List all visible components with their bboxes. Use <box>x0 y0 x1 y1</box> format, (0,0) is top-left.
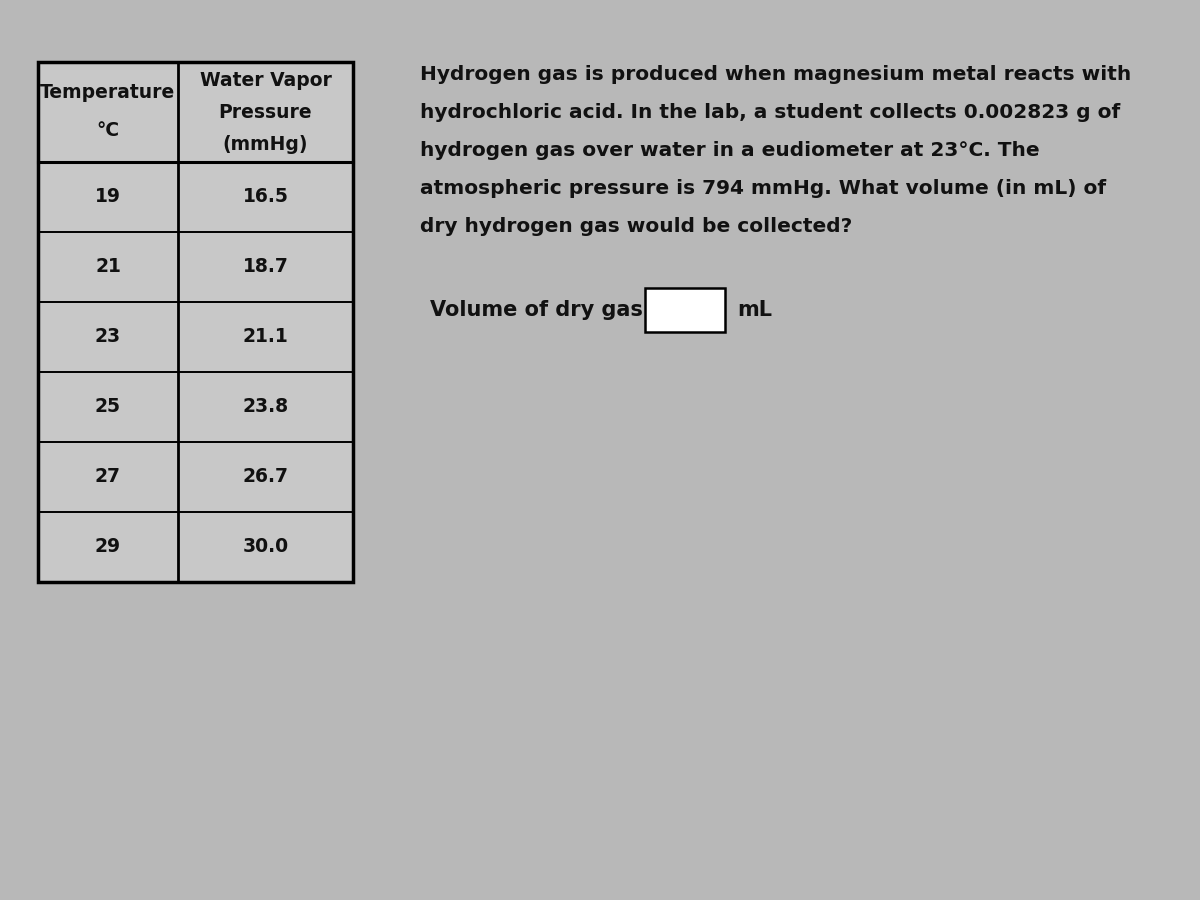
Bar <box>38 62 353 582</box>
Text: 23: 23 <box>95 328 121 346</box>
Text: °C: °C <box>96 121 120 140</box>
Bar <box>38 62 353 582</box>
Text: atmospheric pressure is 794 mmHg. What volume (in mL) of: atmospheric pressure is 794 mmHg. What v… <box>420 179 1106 198</box>
Text: mL: mL <box>737 300 772 320</box>
Text: 21.1: 21.1 <box>242 328 288 346</box>
Text: 29: 29 <box>95 537 121 556</box>
Text: 18.7: 18.7 <box>242 257 288 276</box>
Text: 21: 21 <box>95 257 121 276</box>
Text: Water Vapor: Water Vapor <box>199 70 331 89</box>
Text: 16.5: 16.5 <box>242 187 288 206</box>
Text: Temperature: Temperature <box>41 83 175 102</box>
Text: dry hydrogen gas would be collected?: dry hydrogen gas would be collected? <box>420 217 852 236</box>
Text: 27: 27 <box>95 467 121 487</box>
Text: 23.8: 23.8 <box>242 398 288 417</box>
Text: 25: 25 <box>95 398 121 417</box>
Text: hydrogen gas over water in a eudiometer at 23°C. The: hydrogen gas over water in a eudiometer … <box>420 141 1039 160</box>
Text: 30.0: 30.0 <box>242 537 288 556</box>
Text: Pressure: Pressure <box>218 103 312 122</box>
Text: (mmHg): (mmHg) <box>223 134 308 154</box>
Bar <box>646 288 725 332</box>
Text: 19: 19 <box>95 187 121 206</box>
Text: Hydrogen gas is produced when magnesium metal reacts with: Hydrogen gas is produced when magnesium … <box>420 65 1132 84</box>
Text: 26.7: 26.7 <box>242 467 288 487</box>
Text: hydrochloric acid. In the lab, a student collects 0.002823 g of: hydrochloric acid. In the lab, a student… <box>420 103 1121 122</box>
Text: Volume of dry gas =: Volume of dry gas = <box>430 300 667 320</box>
